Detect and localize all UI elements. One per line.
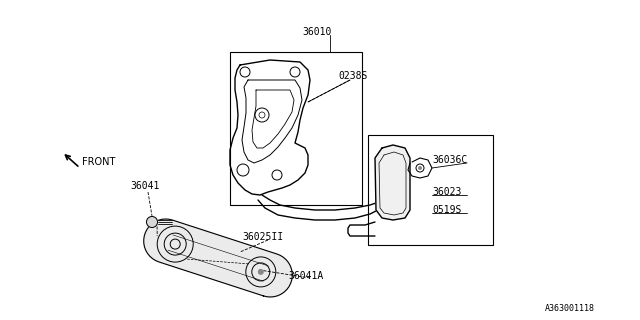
Text: 36023: 36023 [432,187,461,197]
Polygon shape [375,145,410,220]
Text: 36010: 36010 [302,27,332,37]
Circle shape [258,269,264,275]
Text: A363001118: A363001118 [545,304,595,313]
Text: 36041: 36041 [130,181,159,191]
Circle shape [147,217,157,228]
Text: 36036C: 36036C [432,155,467,165]
Text: 36041A: 36041A [288,271,323,281]
Bar [368,135,493,245]
Text: FRONT: FRONT [82,157,115,167]
Polygon shape [144,219,292,297]
Text: 0519S: 0519S [432,205,461,215]
Text: 0238S: 0238S [338,71,367,81]
Text: 36025II: 36025II [242,232,283,242]
Circle shape [418,166,422,170]
Bar [230,52,362,205]
